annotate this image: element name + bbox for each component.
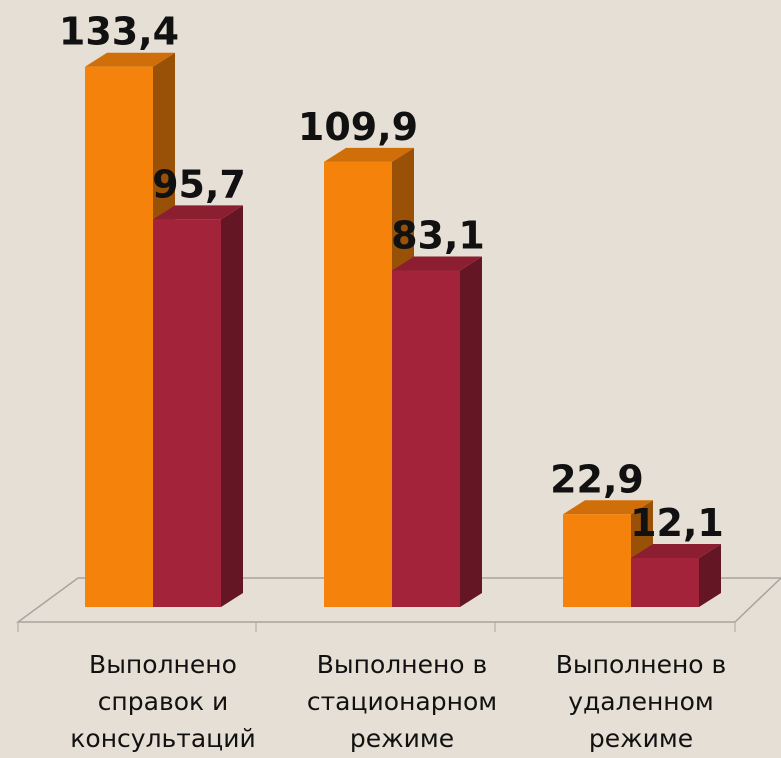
bar-top <box>631 543 721 558</box>
x-tick-label: Выполнено справок и консультаций <box>70 650 256 753</box>
x-tick-label: Выполнено в стационарном режиме <box>306 650 498 753</box>
bar-side <box>460 256 482 607</box>
value-label: 109,9 <box>298 105 418 149</box>
bar-top <box>324 147 414 162</box>
bar-top <box>153 205 243 220</box>
bar-top <box>85 52 175 67</box>
value-label: 95,7 <box>152 162 246 206</box>
bar <box>153 219 221 608</box>
bar <box>631 557 699 607</box>
bar <box>392 270 460 607</box>
value-label: 12,1 <box>630 501 724 545</box>
bar-top <box>563 500 653 515</box>
bar-top <box>392 256 482 271</box>
bar-side <box>699 543 721 607</box>
bar-side <box>221 205 243 608</box>
value-label: 83,1 <box>391 213 485 257</box>
x-tick-label: Выполнено в удаленном режиме <box>555 650 727 753</box>
value-label: 133,4 <box>59 10 179 54</box>
bar <box>324 161 392 607</box>
bar <box>85 66 153 608</box>
value-label: 22,9 <box>550 457 644 501</box>
bar <box>563 514 631 607</box>
